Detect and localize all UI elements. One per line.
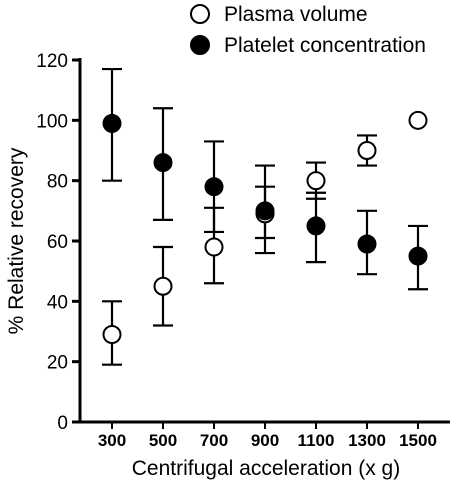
x-axis-title: Centrifugal acceleration (x g) bbox=[132, 457, 400, 480]
x-tick-label: 1100 bbox=[298, 431, 335, 450]
platelet-concentration-point bbox=[408, 246, 428, 266]
platelet-concentration-point bbox=[306, 216, 326, 236]
plasma-volume-point bbox=[408, 110, 428, 130]
plasma-volume-point bbox=[102, 325, 122, 345]
legend-marker-filled-circle-icon bbox=[190, 35, 210, 55]
plasma-volume-point bbox=[306, 171, 326, 191]
y-tick-label: 0 bbox=[57, 413, 68, 434]
y-tick-label: 20 bbox=[47, 353, 68, 374]
y-tick-label: 60 bbox=[47, 232, 68, 253]
legend-marker-open-circle-icon bbox=[190, 4, 210, 24]
x-tick-label: 500 bbox=[149, 431, 177, 450]
x-tick-label: 900 bbox=[251, 431, 279, 450]
platelet-concentration-point bbox=[102, 113, 122, 133]
platelet-concentration-point bbox=[153, 153, 173, 173]
y-axis-title: % Relative recovery bbox=[5, 147, 28, 334]
y-tick-label: 120 bbox=[36, 51, 68, 72]
y-tick-label: 100 bbox=[36, 111, 68, 132]
legend: Plasma volume Platelet concentration bbox=[190, 3, 426, 57]
x-tick-label: 1500 bbox=[399, 431, 437, 450]
x-tick-label: 700 bbox=[200, 431, 228, 450]
x-tick-label: 300 bbox=[98, 431, 126, 450]
legend-label: Plasma volume bbox=[224, 3, 368, 26]
platelet-concentration-point bbox=[255, 201, 275, 221]
plasma-volume-point bbox=[153, 276, 173, 296]
platelet-concentration-point bbox=[204, 177, 224, 197]
plasma-volume-point bbox=[357, 141, 377, 160]
y-tick-label: 40 bbox=[47, 292, 68, 313]
platelet-concentration-point bbox=[357, 234, 377, 254]
plasma-volume-point bbox=[204, 237, 224, 257]
axes: 0 20 40 60 80 100 120 300 500 700 900 1100 1300 1500 bbox=[36, 51, 450, 450]
data-points bbox=[102, 110, 428, 345]
x-tick-label: 1300 bbox=[348, 431, 386, 450]
legend-label: Platelet concentration bbox=[224, 34, 426, 57]
y-tick-label: 80 bbox=[47, 172, 68, 193]
